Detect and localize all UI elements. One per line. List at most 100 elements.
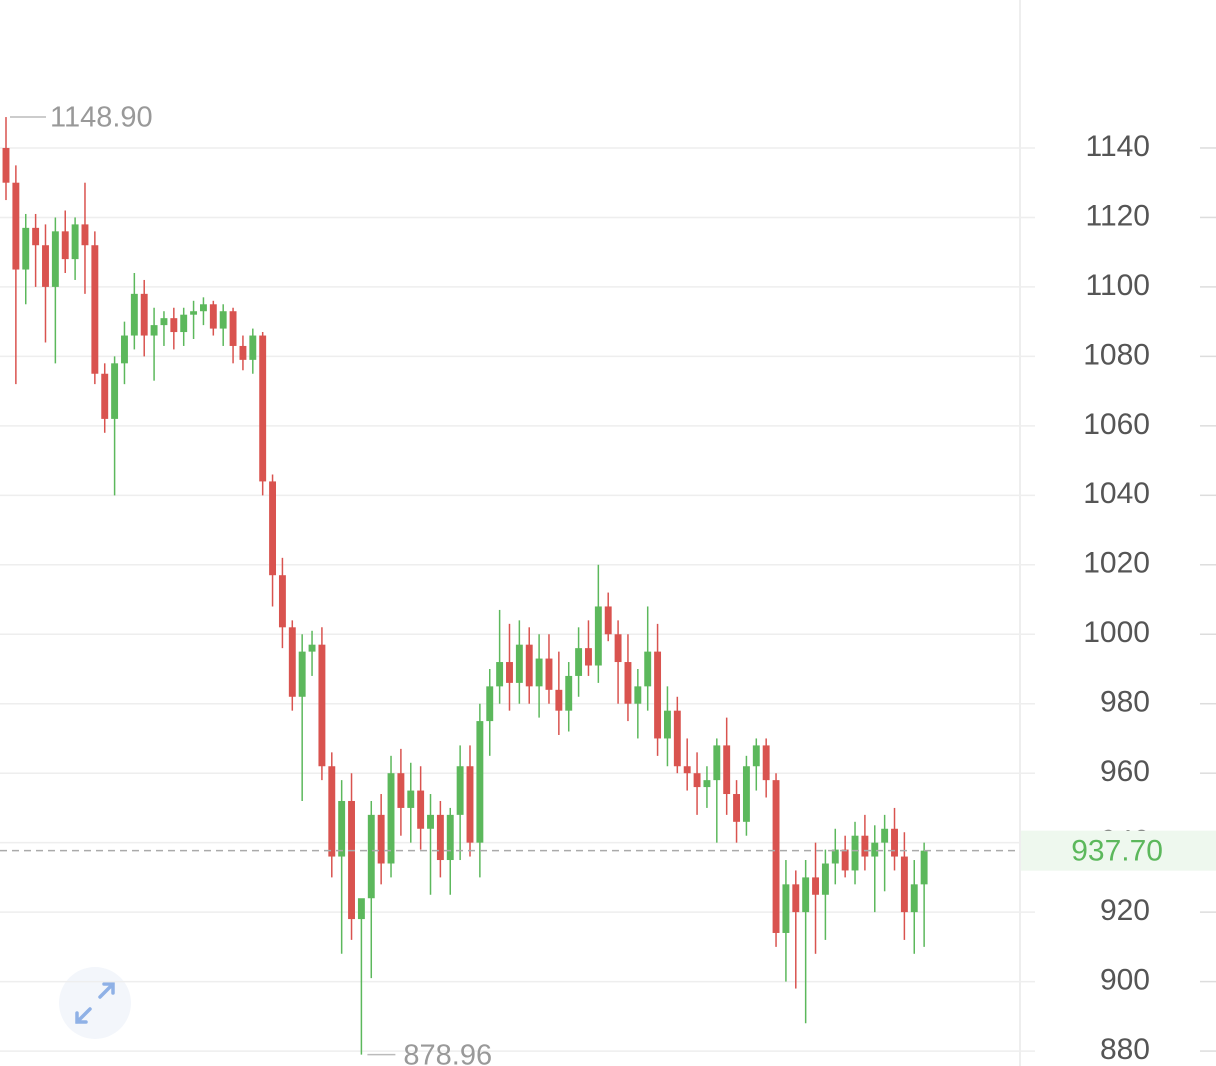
expand-icon[interactable] xyxy=(75,982,115,1024)
y-tick-label: 1140 xyxy=(1085,130,1150,163)
candle-body xyxy=(12,182,20,270)
candle-body xyxy=(742,766,750,822)
candle-body xyxy=(762,745,770,781)
candle-body xyxy=(496,662,504,687)
candle-body xyxy=(308,644,316,652)
candle-body xyxy=(575,648,583,676)
y-tick-label: 880 xyxy=(1100,1033,1150,1066)
candle-body xyxy=(792,884,800,913)
candle-body xyxy=(713,745,721,781)
candle-body xyxy=(111,363,119,419)
candle-body xyxy=(42,245,49,287)
candle-body xyxy=(348,800,355,920)
candle-body xyxy=(288,627,296,697)
candle-body xyxy=(298,651,306,697)
candle-body xyxy=(723,745,731,795)
candle-body xyxy=(900,856,908,913)
candle-body xyxy=(32,227,40,246)
candle-body xyxy=(377,814,385,864)
candle-body xyxy=(239,345,247,360)
candle-body xyxy=(446,814,454,861)
last-price-bg xyxy=(1021,830,1216,871)
candle-body xyxy=(357,898,365,920)
y-tick-label: 1020 xyxy=(1083,547,1150,580)
candle-body xyxy=(565,675,573,711)
candle-body xyxy=(71,224,79,260)
candle-body xyxy=(920,850,928,885)
candle-body xyxy=(831,849,839,864)
candle-body xyxy=(338,800,346,857)
y-tick-label: 900 xyxy=(1100,964,1150,997)
y-tick-label: 1000 xyxy=(1083,616,1150,649)
candle-body xyxy=(150,325,158,336)
candle-body xyxy=(219,311,227,329)
candle-body xyxy=(841,849,849,871)
candle-body xyxy=(259,335,267,482)
candle-body xyxy=(782,884,790,933)
candle-body xyxy=(170,318,178,333)
candle-body xyxy=(328,766,336,857)
candle-body xyxy=(624,662,632,704)
y-tick-label: 1100 xyxy=(1085,269,1150,302)
candle-body xyxy=(2,147,10,183)
candle-body xyxy=(851,835,859,871)
candle-body xyxy=(545,658,553,690)
candle-body xyxy=(407,790,415,808)
candle-body xyxy=(891,828,898,857)
candle-body xyxy=(417,790,425,829)
low-marker-label: 878.96 xyxy=(403,1039,492,1066)
candle-body xyxy=(585,648,592,666)
candle-body xyxy=(180,314,188,333)
candle-body xyxy=(427,814,434,829)
y-tick-label: 920 xyxy=(1100,894,1150,927)
candle-body xyxy=(387,773,395,864)
y-tick-label: 1120 xyxy=(1085,199,1150,232)
expand-button[interactable] xyxy=(59,967,131,1039)
candle-body xyxy=(752,745,760,767)
candle-body xyxy=(476,721,484,843)
candle-body xyxy=(663,710,671,739)
candle-body xyxy=(812,877,819,895)
candle-body xyxy=(81,224,89,246)
candle-body xyxy=(22,227,30,270)
candle-body xyxy=(871,842,879,857)
candle-body xyxy=(51,231,59,287)
candle-body xyxy=(634,686,642,704)
candle-body xyxy=(278,575,286,628)
y-tick-label: 960 xyxy=(1100,755,1150,788)
candle-body xyxy=(683,766,691,774)
candle-body xyxy=(555,689,563,711)
candle-body xyxy=(101,373,109,419)
candle-body xyxy=(821,863,829,895)
candle-body xyxy=(535,658,543,687)
candle-body xyxy=(644,651,652,687)
candle-body xyxy=(910,884,918,913)
candle-body xyxy=(802,877,810,913)
expand-button-bg[interactable] xyxy=(59,967,131,1039)
high-marker-label: 1148.90 xyxy=(50,102,153,134)
candle-body xyxy=(249,335,257,360)
candle-body xyxy=(486,686,494,722)
candle-body xyxy=(693,773,701,788)
candle-body xyxy=(515,644,523,683)
candle-body xyxy=(881,828,889,843)
y-tick-label: 1060 xyxy=(1083,408,1150,441)
candle-body xyxy=(604,606,612,635)
candle-body xyxy=(91,245,99,374)
candle-body xyxy=(594,606,602,666)
y-tick-label: 1080 xyxy=(1083,338,1150,371)
candle-body xyxy=(269,481,277,576)
candle-body xyxy=(673,710,681,767)
candle-body xyxy=(614,634,622,663)
candle-body xyxy=(397,773,405,808)
candle-body xyxy=(229,311,237,346)
candle-body xyxy=(160,318,168,326)
y-tick-label: 980 xyxy=(1100,686,1150,719)
candle-body xyxy=(654,651,662,739)
candle-body xyxy=(436,814,444,861)
candle-body xyxy=(367,814,375,899)
candle-body xyxy=(466,766,474,843)
last-price-label: 937.70 xyxy=(1071,835,1163,868)
